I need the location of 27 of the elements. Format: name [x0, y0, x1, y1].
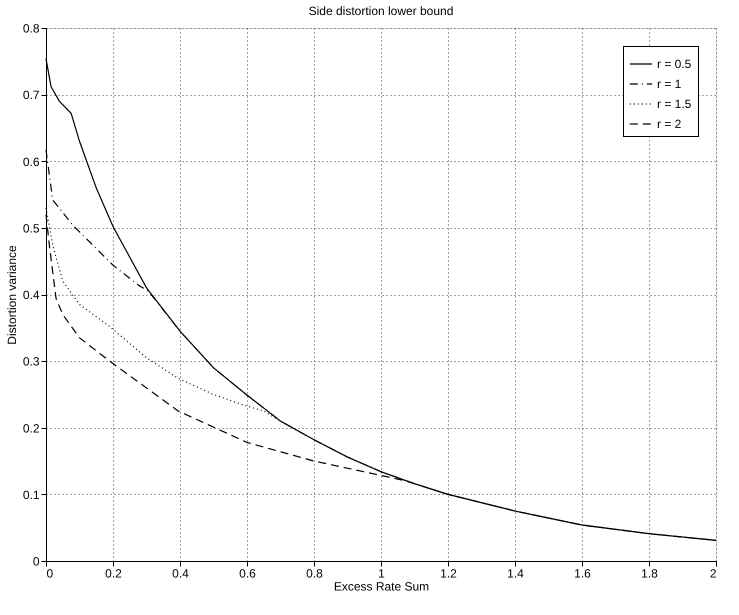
y-tick-label: 0.8	[22, 22, 40, 36]
x-tick-label: 1.6	[574, 566, 592, 580]
y-axis-title: Distortion variance	[4, 244, 19, 345]
x-tick-label: 1.2	[440, 566, 458, 580]
y-tick-label: 0	[32, 554, 40, 568]
legend-label: r = 1.5	[657, 97, 692, 111]
y-tick-label: 0.3	[22, 354, 40, 369]
x-tick-label: 2	[710, 566, 717, 580]
y-tick-label: 0.6	[22, 154, 40, 169]
x-tick-label: 0	[46, 566, 54, 580]
y-tick-label: 0.2	[22, 421, 40, 436]
x-tick-label: 1	[378, 566, 386, 580]
x-tick-label: 0.8	[306, 566, 324, 580]
legend-label: r = 0.5	[657, 57, 692, 71]
chart-title: Side distortion lower bound	[308, 4, 454, 18]
legend-label: r = 1	[657, 77, 682, 91]
x-tick-label: 1.4	[507, 566, 524, 580]
x-tick-label: 1.8	[641, 566, 658, 580]
y-tick-label: 0.5	[22, 221, 40, 236]
x-tick-label: 0.2	[105, 566, 122, 580]
y-tick-label: 0.4	[22, 288, 40, 302]
x-tick-label: 0.6	[239, 566, 256, 580]
x-tick-label: 0.4	[172, 566, 190, 580]
x-axis-title: Excess Rate Sum	[334, 580, 430, 594]
y-tick-label: 0.1	[22, 488, 40, 502]
y-tick-label: 0.7	[22, 88, 40, 102]
legend-label: r = 2	[657, 117, 682, 131]
